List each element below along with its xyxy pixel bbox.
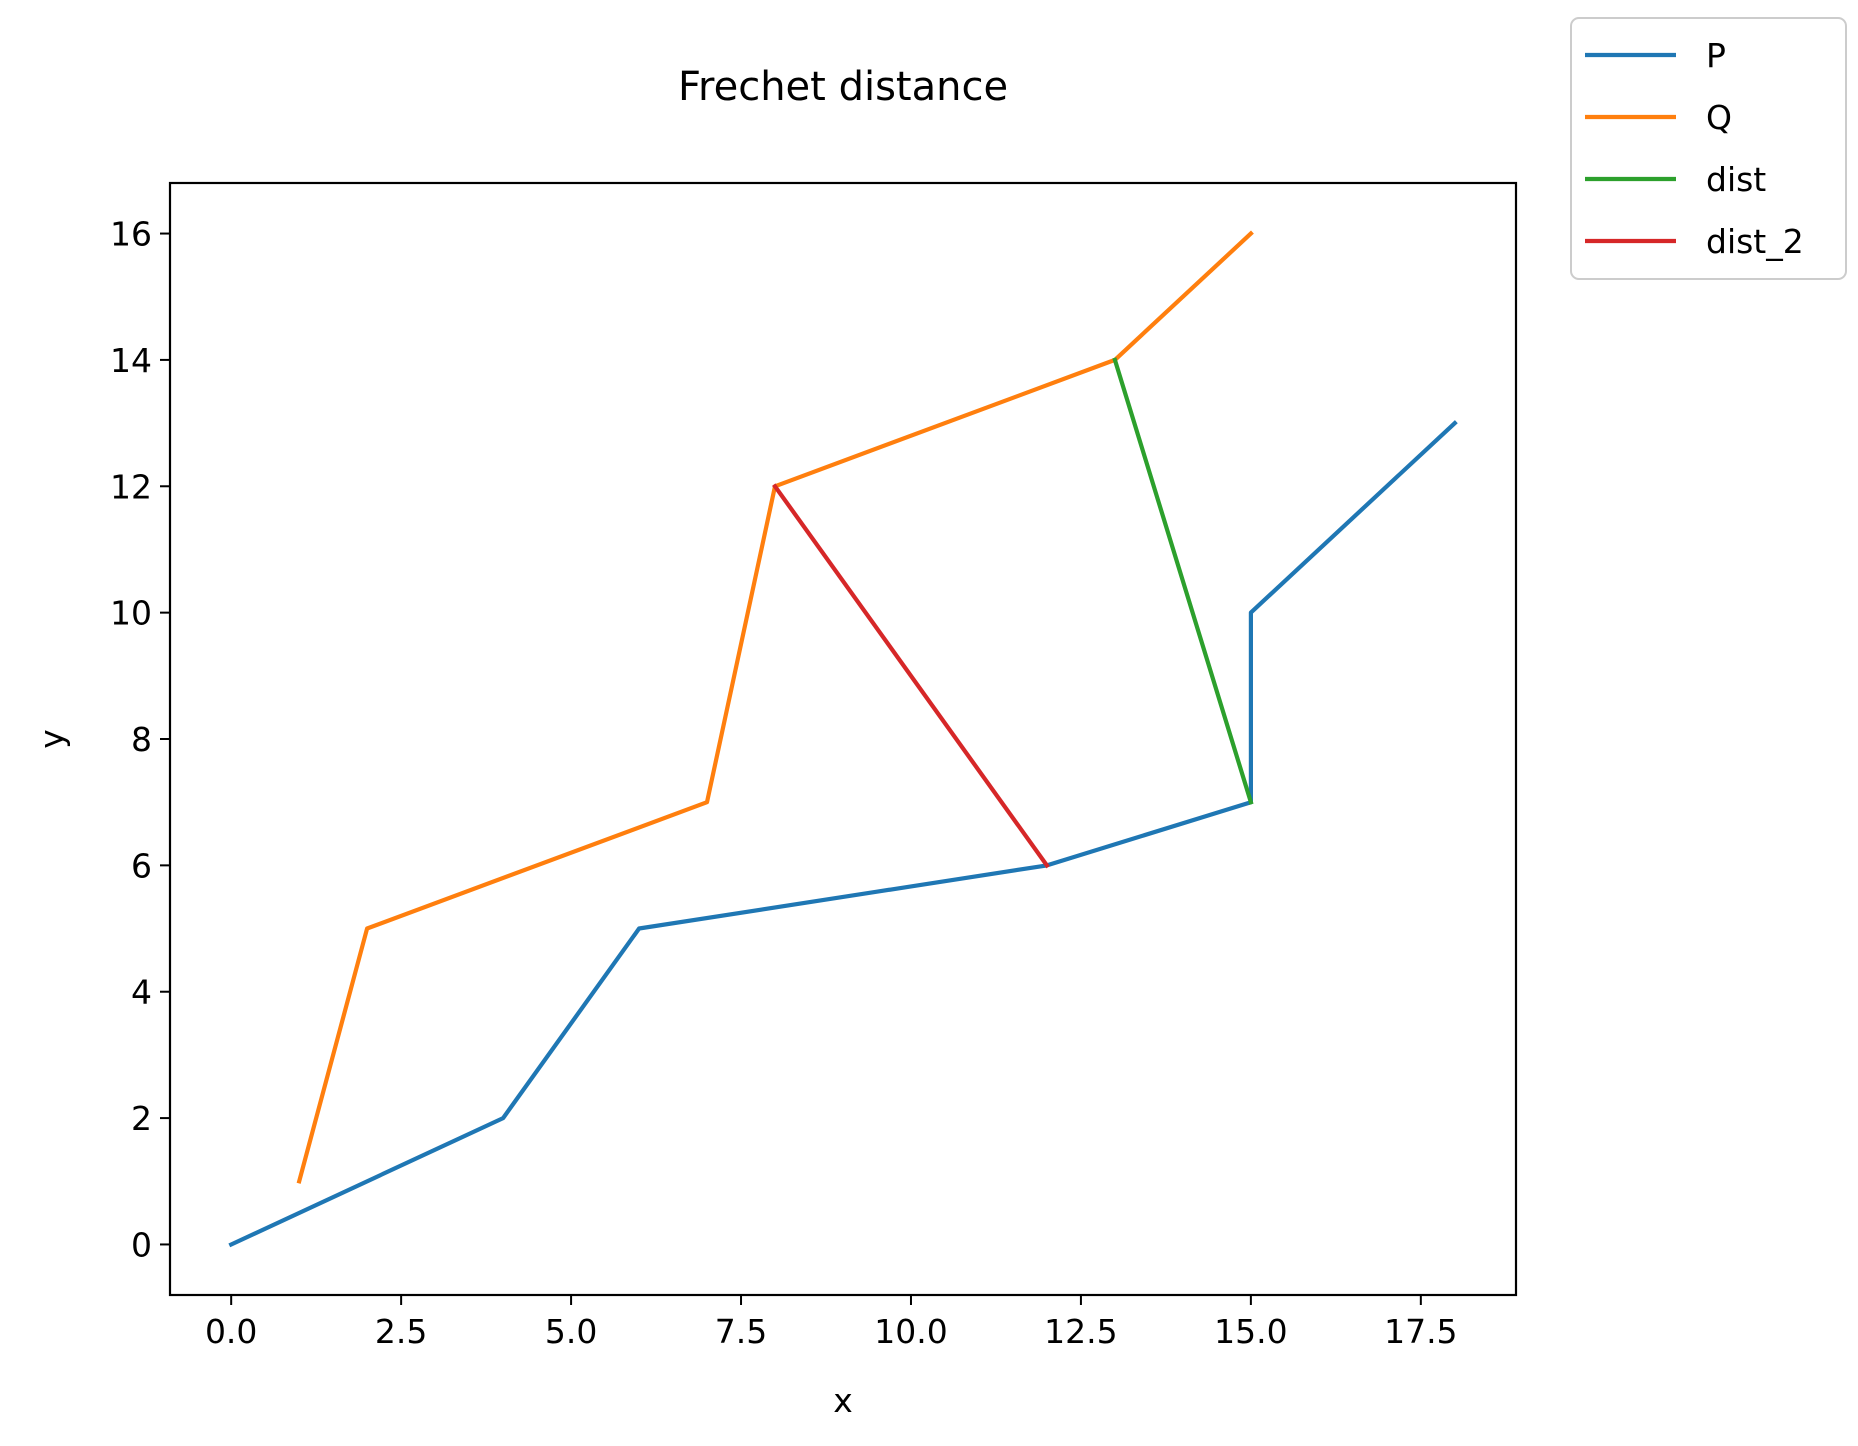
legend-frame <box>1570 17 1847 280</box>
legend-label-dist: dist <box>1706 160 1766 199</box>
x-tick-label: 5.0 <box>545 1312 597 1351</box>
x-tick-label: 0.0 <box>205 1312 257 1351</box>
x-tick-label: 17.5 <box>1384 1312 1457 1351</box>
series-line-q <box>296 230 1254 1184</box>
y-tick-label: 2 <box>131 1099 152 1138</box>
x-tick-label: 2.5 <box>375 1312 427 1351</box>
series-line-dist-2 <box>772 483 1050 869</box>
series-line-dist <box>1112 357 1254 805</box>
legend-label-p: P <box>1706 36 1726 75</box>
plot-area <box>228 230 1458 1248</box>
y-tick-label: 12 <box>110 467 152 506</box>
y-tick-label: 8 <box>131 720 152 759</box>
x-axis: 0.0 2.5 5.0 7.5 10.0 12.5 15.0 17.5 <box>205 1295 1458 1351</box>
y-tick-label: 10 <box>110 594 152 633</box>
y-tick-label: 4 <box>131 973 152 1012</box>
y-tick-label: 0 <box>131 1225 152 1264</box>
y-tick-label: 16 <box>110 215 152 254</box>
y-tick-label: 14 <box>110 341 152 380</box>
x-tick-label: 10.0 <box>874 1312 947 1351</box>
x-tick-label: 15.0 <box>1214 1312 1287 1351</box>
legend-label-dist-2: dist_2 <box>1706 222 1804 261</box>
x-axis-label: x <box>833 1381 853 1420</box>
x-tick-label: 7.5 <box>715 1312 767 1351</box>
y-tick-label: 6 <box>131 846 152 885</box>
chart-title: Frechet distance <box>678 64 1008 110</box>
x-tick-label: 12.5 <box>1044 1312 1117 1351</box>
y-axis: 0 2 4 6 8 10 12 14 16 <box>110 215 170 1264</box>
y-axis-label: y <box>32 729 71 749</box>
legend-label-q: Q <box>1706 98 1732 137</box>
